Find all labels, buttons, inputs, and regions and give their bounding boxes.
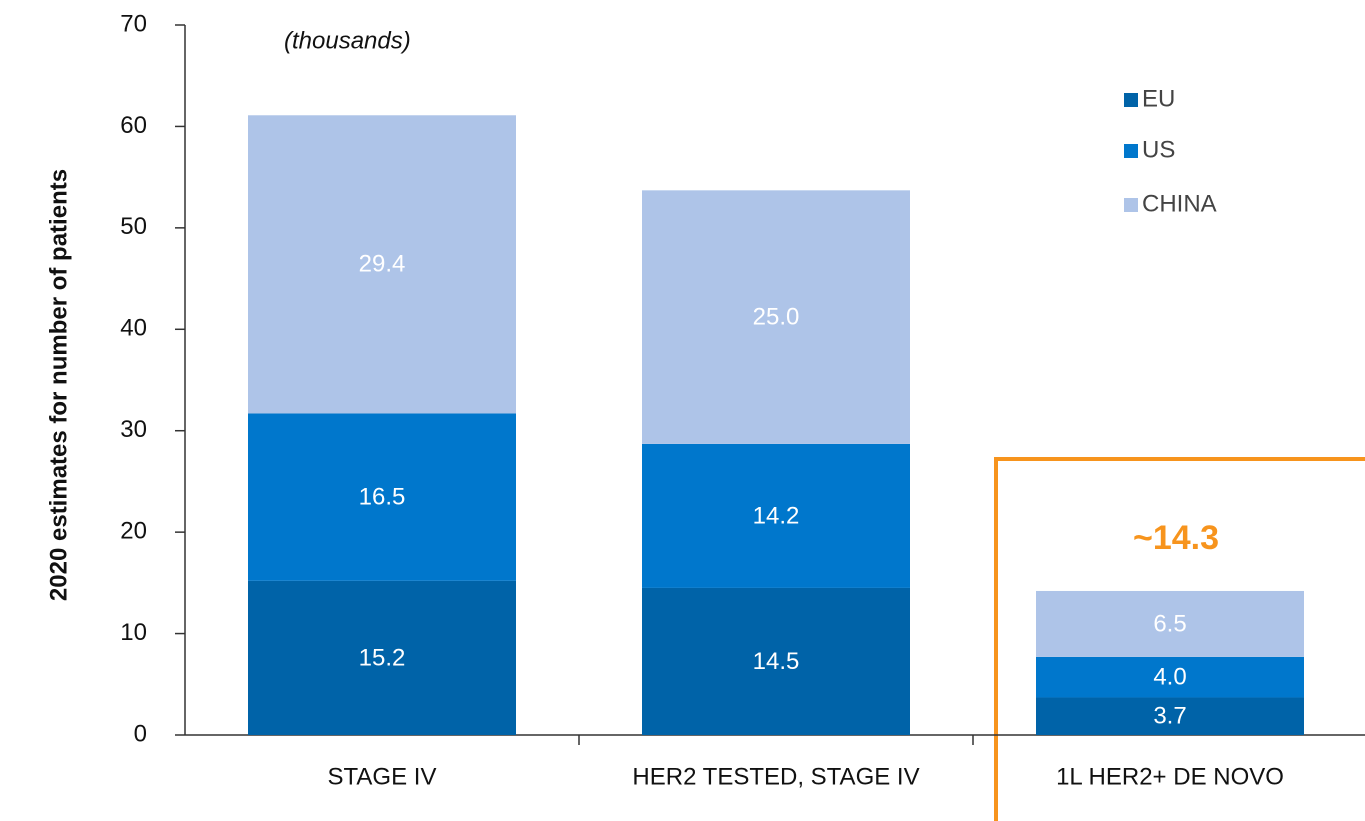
y-tick-label: 40 — [120, 315, 147, 342]
units-note: (thousands) — [284, 27, 411, 54]
bar-value-label: 15.2 — [359, 644, 406, 671]
legend-swatch — [1124, 144, 1138, 158]
legend-swatch — [1124, 93, 1138, 107]
bar-value-label: 14.2 — [753, 502, 800, 529]
bar-segment — [1036, 697, 1304, 735]
y-tick-label: 60 — [120, 112, 147, 139]
x-tick-label: HER2 TESTED, STAGE IV — [632, 763, 919, 790]
y-tick-label: 70 — [120, 10, 147, 37]
bar-value-label: 25.0 — [753, 303, 800, 330]
bar-segment — [642, 190, 910, 444]
highlight-box — [994, 457, 1365, 821]
x-tick-label: 1L HER2+ DE NOVO — [1056, 763, 1284, 790]
y-tick-label: 50 — [120, 213, 147, 240]
y-tick-label: 30 — [120, 416, 147, 443]
total-annotation: ~14.3 — [1133, 519, 1219, 557]
y-tick-label: 20 — [120, 517, 147, 544]
bar-value-label: 3.7 — [1153, 703, 1186, 730]
bar-segment — [642, 443, 910, 588]
bar-segment — [1036, 656, 1304, 698]
bar-segment — [248, 580, 516, 735]
bar-segment — [248, 115, 516, 414]
legend-swatch — [1124, 198, 1138, 212]
legend-label: US — [1142, 136, 1175, 163]
y-tick-label: 10 — [120, 619, 147, 646]
x-tick-label: STAGE IV — [328, 763, 437, 790]
bar-value-label: 16.5 — [359, 483, 406, 510]
bar-value-label: 14.5 — [753, 648, 800, 675]
bar-segment — [642, 587, 910, 735]
legend-label: EU — [1142, 85, 1175, 112]
bar-value-label: 29.4 — [359, 251, 406, 278]
y-axis-label: 2020 estimates for number of patients — [45, 169, 72, 601]
bar-value-label: 6.5 — [1153, 610, 1186, 637]
bar-segment — [1036, 590, 1304, 657]
bar-value-label: 4.0 — [1153, 664, 1186, 691]
legend-label: CHINA — [1142, 190, 1217, 217]
bar-segment — [248, 413, 516, 581]
y-tick-label: 0 — [134, 720, 147, 747]
